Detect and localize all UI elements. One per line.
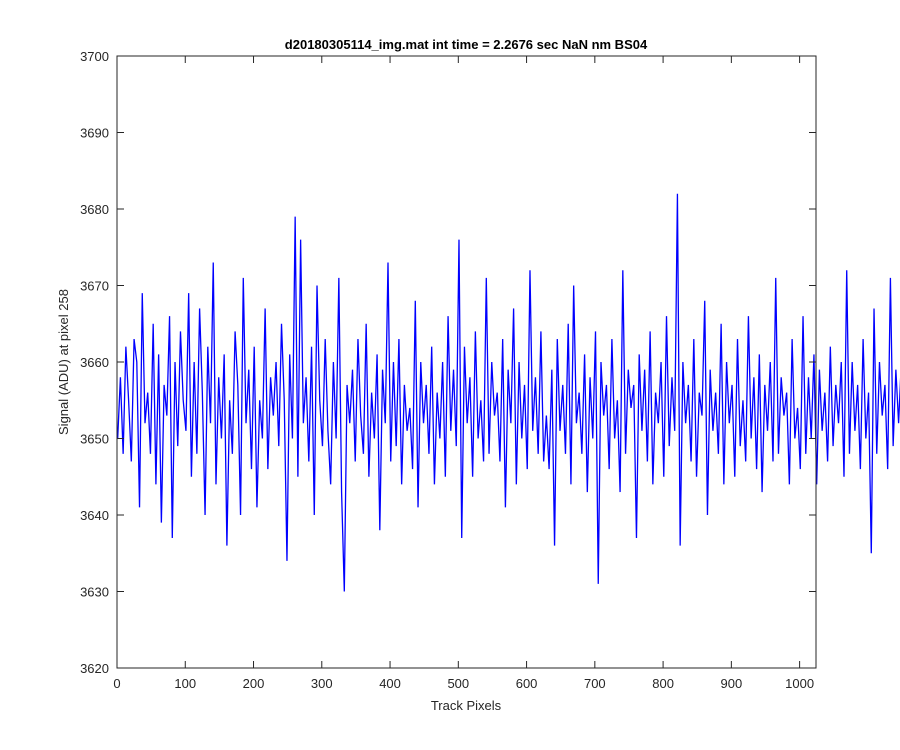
y-tick-label-3690: 3690 — [80, 126, 109, 141]
x-tick-label-200: 200 — [243, 676, 265, 691]
y-tick-label-3680: 3680 — [80, 202, 109, 217]
y-tick-label-3700: 3700 — [80, 49, 109, 64]
y-tick-label-3640: 3640 — [80, 508, 109, 523]
x-tick-label-900: 900 — [721, 676, 743, 691]
y-tick-label-3660: 3660 — [80, 355, 109, 370]
series-line-0 — [117, 193, 900, 592]
x-tick-label-400: 400 — [379, 676, 401, 691]
x-tick-label-100: 100 — [174, 676, 196, 691]
y-axis-label: Signal (ADU) at pixel 258 — [56, 289, 71, 435]
x-tick-label-600: 600 — [516, 676, 538, 691]
tick-layer: 0 100 200 300 400 500 600 700 800 900 1000 3620 3630… — [80, 49, 816, 691]
x-tick-label-300: 300 — [311, 676, 333, 691]
y-tick-label-3630: 3630 — [80, 585, 109, 600]
series-layer — [117, 193, 900, 592]
x-tick-label-800: 800 — [652, 676, 674, 691]
x-tick-label-0: 0 — [113, 676, 120, 691]
x-tick-label-1000: 1000 — [785, 676, 814, 691]
x-tick-label-700: 700 — [584, 676, 606, 691]
x-axis-label: Track Pixels — [431, 698, 502, 713]
y-tick-label-3670: 3670 — [80, 279, 109, 294]
y-tick-label-3650: 3650 — [80, 432, 109, 447]
x-tick-label-500: 500 — [447, 676, 469, 691]
chart-title: d20180305114_img.mat int time = 2.2676 s… — [285, 37, 648, 52]
plot-area-background — [117, 56, 816, 668]
y-tick-label-3620: 3620 — [80, 661, 109, 676]
